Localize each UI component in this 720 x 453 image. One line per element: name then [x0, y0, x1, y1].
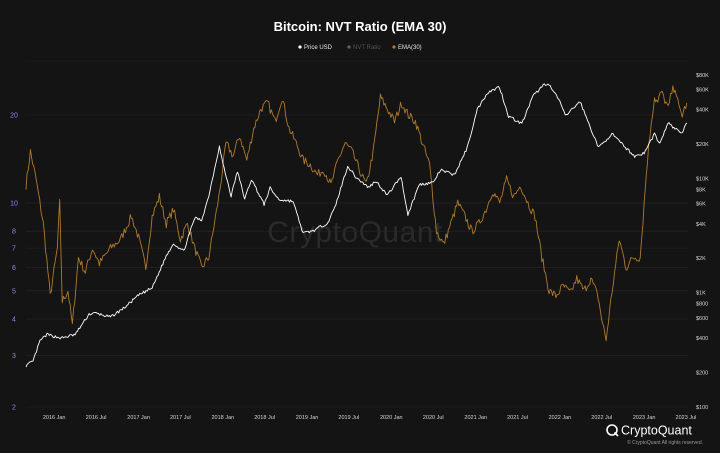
right-tick-label: $10K — [696, 176, 709, 182]
right-tick-label: $20K — [696, 142, 709, 148]
right-tick-label: $400 — [696, 336, 708, 342]
right-tick-label: $80K — [696, 73, 709, 79]
x-tick-label: 2017 Jul — [170, 415, 191, 421]
gridlines — [26, 60, 688, 408]
price-series-group — [25, 83, 688, 368]
right-axis: $100 $200 $400 $600 $800 $1K $2K $4K $6K $8K $10K $… — [696, 73, 709, 411]
x-tick-label: 2018 Jul — [254, 415, 275, 421]
legend-entry[interactable]: Price USD — [304, 45, 333, 51]
right-tick-label: $8K — [696, 187, 706, 193]
x-tick-label: 2023 Jul — [676, 415, 697, 421]
legend: Price USD NVT Ratio EMA(30) — [298, 45, 422, 51]
x-tick-label: 2019 Jul — [338, 415, 359, 421]
left-tick-label: 5 — [12, 288, 16, 295]
x-axis: 2016 Jan 2016 Jul 2017 Jan 2017 Jul 2018 Jan… — [43, 415, 696, 421]
right-tick-label: $200 — [696, 371, 708, 377]
right-tick-label: $40K — [696, 107, 709, 113]
copyright-text: © CryptoQuant All rights reserved. — [627, 439, 703, 446]
x-tick-label: 2022 Jul — [591, 415, 612, 421]
left-tick-label: 6 — [12, 265, 16, 272]
left-tick-label: 7 — [12, 246, 16, 253]
brand-name: CryptoQuant — [621, 424, 692, 438]
left-tick-label: 3 — [12, 353, 16, 360]
left-tick-label: 2 — [12, 405, 16, 412]
x-tick-label: 2016 Jan — [43, 415, 66, 421]
legend-marker — [392, 45, 396, 49]
right-tick-label: $6K — [696, 202, 706, 208]
chart-title: Bitcoin: NVT Ratio (EMA 30) — [274, 19, 447, 34]
left-tick-label: 20 — [10, 113, 18, 120]
legend-marker — [298, 45, 302, 49]
right-tick-label: $60K — [696, 87, 709, 93]
legend-marker — [347, 45, 351, 49]
ema30-line — [25, 85, 688, 342]
x-tick-label: 2021 Jan — [464, 415, 487, 421]
right-tick-label: $600 — [696, 316, 708, 322]
cryptoquant-logo-icon — [606, 424, 619, 437]
left-tick-label: 8 — [12, 229, 16, 236]
x-tick-label: 2022 Jan — [549, 415, 572, 421]
x-tick-label: 2021 Jul — [507, 415, 528, 421]
x-tick-label: 2020 Jul — [423, 415, 444, 421]
watermark: CryptoQuant — [267, 216, 443, 249]
x-tick-label: 2016 Jul — [86, 415, 107, 421]
brand-logo: CryptoQuant — [606, 424, 692, 438]
x-tick-label: 2023 Jan — [633, 415, 656, 421]
x-tick-label: 2019 Jan — [296, 415, 319, 421]
right-tick-label: $100 — [696, 405, 708, 411]
right-tick-label: $800 — [696, 302, 708, 308]
left-tick-label: 10 — [10, 200, 18, 207]
price-usd-line — [25, 83, 688, 368]
right-tick-label: $2K — [696, 256, 706, 262]
x-tick-label: 2018 Jan — [212, 415, 235, 421]
right-tick-label: $4K — [696, 222, 706, 228]
x-tick-label: 2017 Jan — [127, 415, 150, 421]
right-tick-label: $1K — [696, 291, 706, 297]
left-tick-label: 4 — [12, 317, 16, 324]
legend-entry[interactable]: NVT Ratio — [353, 45, 381, 51]
legend-entry[interactable]: EMA(30) — [398, 45, 422, 51]
x-tick-label: 2020 Jan — [380, 415, 403, 421]
left-axis: 2 3 4 5 6 7 8 10 20 — [10, 113, 18, 412]
ema-series-group — [25, 85, 688, 342]
